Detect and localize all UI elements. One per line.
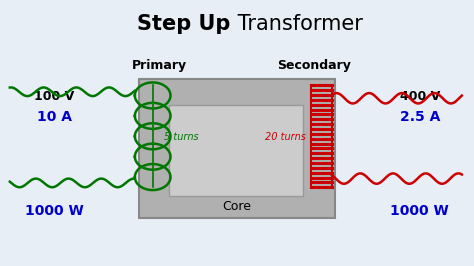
- Text: Secondary: Secondary: [277, 59, 351, 72]
- Text: 20 turns: 20 turns: [265, 132, 306, 142]
- Text: 100 V: 100 V: [34, 90, 74, 103]
- Text: Core: Core: [222, 200, 252, 213]
- Text: Step Up: Step Up: [137, 14, 230, 34]
- Text: 2.5 A: 2.5 A: [400, 110, 440, 123]
- Text: 1000 W: 1000 W: [25, 204, 84, 218]
- Text: Primary: Primary: [132, 59, 187, 72]
- Text: 400 V: 400 V: [400, 90, 440, 103]
- Bar: [138, 79, 336, 218]
- Text: 5 turns: 5 turns: [164, 132, 199, 142]
- Text: Transformer: Transformer: [231, 14, 363, 34]
- Text: 1000 W: 1000 W: [390, 204, 449, 218]
- Text: 10 A: 10 A: [37, 110, 72, 123]
- Bar: [169, 105, 302, 196]
